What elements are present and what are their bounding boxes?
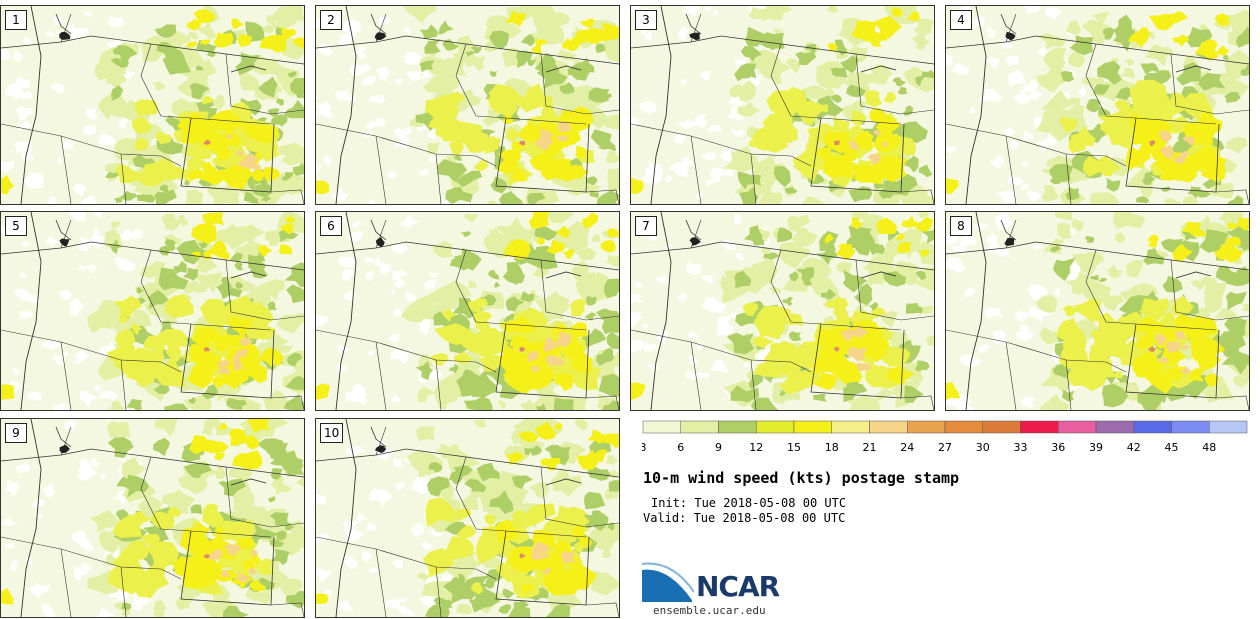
colorbar-tick-label: 21 <box>863 441 877 454</box>
colorbar-tick-label: 18 <box>825 441 839 454</box>
member-panel-4: 4 <box>945 5 1250 205</box>
member-panel-8: 8 <box>945 211 1250 411</box>
colorbar-tick-label: 24 <box>900 441 914 454</box>
wind-speed-map <box>1 212 304 410</box>
wind-speed-map <box>316 212 619 410</box>
colorbar-swatch <box>680 420 719 434</box>
wind-speed-map <box>1 6 304 204</box>
ncar-url: ensemble.ucar.edu <box>653 604 766 617</box>
colorbar-swatch <box>793 420 832 434</box>
colorbar-swatch <box>718 420 757 434</box>
colorbar-swatch <box>907 420 946 434</box>
colorbar-swatch <box>1058 420 1097 434</box>
wind-speed-map <box>316 419 619 617</box>
member-number-label: 1 <box>5 10 27 30</box>
member-number-label: 6 <box>320 216 342 236</box>
colorbar-tick-label: 48 <box>1202 441 1216 454</box>
colorbar-tick-label: 36 <box>1051 441 1065 454</box>
colorbar-swatch <box>1020 420 1059 434</box>
member-number-label: 8 <box>950 216 972 236</box>
colorbar-swatch <box>869 420 908 434</box>
member-panel-1: 1 <box>0 5 305 205</box>
colorbar-swatch <box>944 420 983 434</box>
wind-speed-map <box>316 6 619 204</box>
ncar-logo: NCAR ensemble.ucar.edu <box>642 560 802 618</box>
colorbar-tick-label: 30 <box>976 441 990 454</box>
colorbar-tick-label: 15 <box>787 441 801 454</box>
member-number-label: 10 <box>320 423 344 443</box>
member-number-label: 9 <box>5 423 27 443</box>
colorbar-swatch <box>982 420 1021 434</box>
init-time: Init: Tue 2018-05-08 00 UTC <box>651 496 847 510</box>
member-panel-6: 6 <box>315 211 620 411</box>
member-number-label: 3 <box>635 10 657 30</box>
member-number-label: 2 <box>320 10 342 30</box>
colorbar-tick-label: 39 <box>1089 441 1103 454</box>
member-panel-2: 2 <box>315 5 620 205</box>
wind-speed-map <box>631 212 934 410</box>
wind-speed-map <box>946 6 1249 204</box>
member-number-label: 4 <box>950 10 972 30</box>
colorbar-swatch <box>1133 420 1172 434</box>
colorbar-tick-label: 6 <box>677 441 684 454</box>
colorbar-swatch <box>831 420 870 434</box>
member-panel-7: 7 <box>630 211 935 411</box>
colorbar-swatch <box>1095 420 1134 434</box>
colorbar-swatch <box>642 420 681 434</box>
colorbar-tick-label: 33 <box>1014 441 1028 454</box>
colorbar-tick-label: 9 <box>715 441 722 454</box>
figure-title: 10-m wind speed (kts) postage stamp <box>643 469 960 487</box>
colorbar-swatch <box>1209 420 1248 434</box>
wind-speed-map <box>946 212 1249 410</box>
wind-speed-map <box>631 6 934 204</box>
colorbar-swatch <box>756 420 795 434</box>
colorbar-tick-label: 45 <box>1165 441 1179 454</box>
member-panel-10: 10 <box>315 418 620 618</box>
ncar-swoosh-icon <box>642 562 694 602</box>
wind-speed-colorbar: 3 6 9 12 15 18 21 24 27 30 33 36 39 42 45 48 <box>642 420 1248 454</box>
member-number-label: 7 <box>635 216 657 236</box>
colorbar-tick-label: 3 <box>642 441 647 454</box>
colorbar-tick-label: 12 <box>749 441 763 454</box>
colorbar-tick-label: 27 <box>938 441 952 454</box>
ncar-wordmark: NCAR <box>696 570 780 603</box>
wind-speed-map <box>1 419 304 617</box>
member-panel-9: 9 <box>0 418 305 618</box>
colorbar-swatch <box>1171 420 1210 434</box>
member-number-label: 5 <box>5 216 27 236</box>
member-panel-3: 3 <box>630 5 935 205</box>
valid-time: Valid: Tue 2018-05-08 00 UTC <box>643 511 846 525</box>
member-panel-5: 5 <box>0 211 305 411</box>
colorbar-tick-label: 42 <box>1127 441 1141 454</box>
